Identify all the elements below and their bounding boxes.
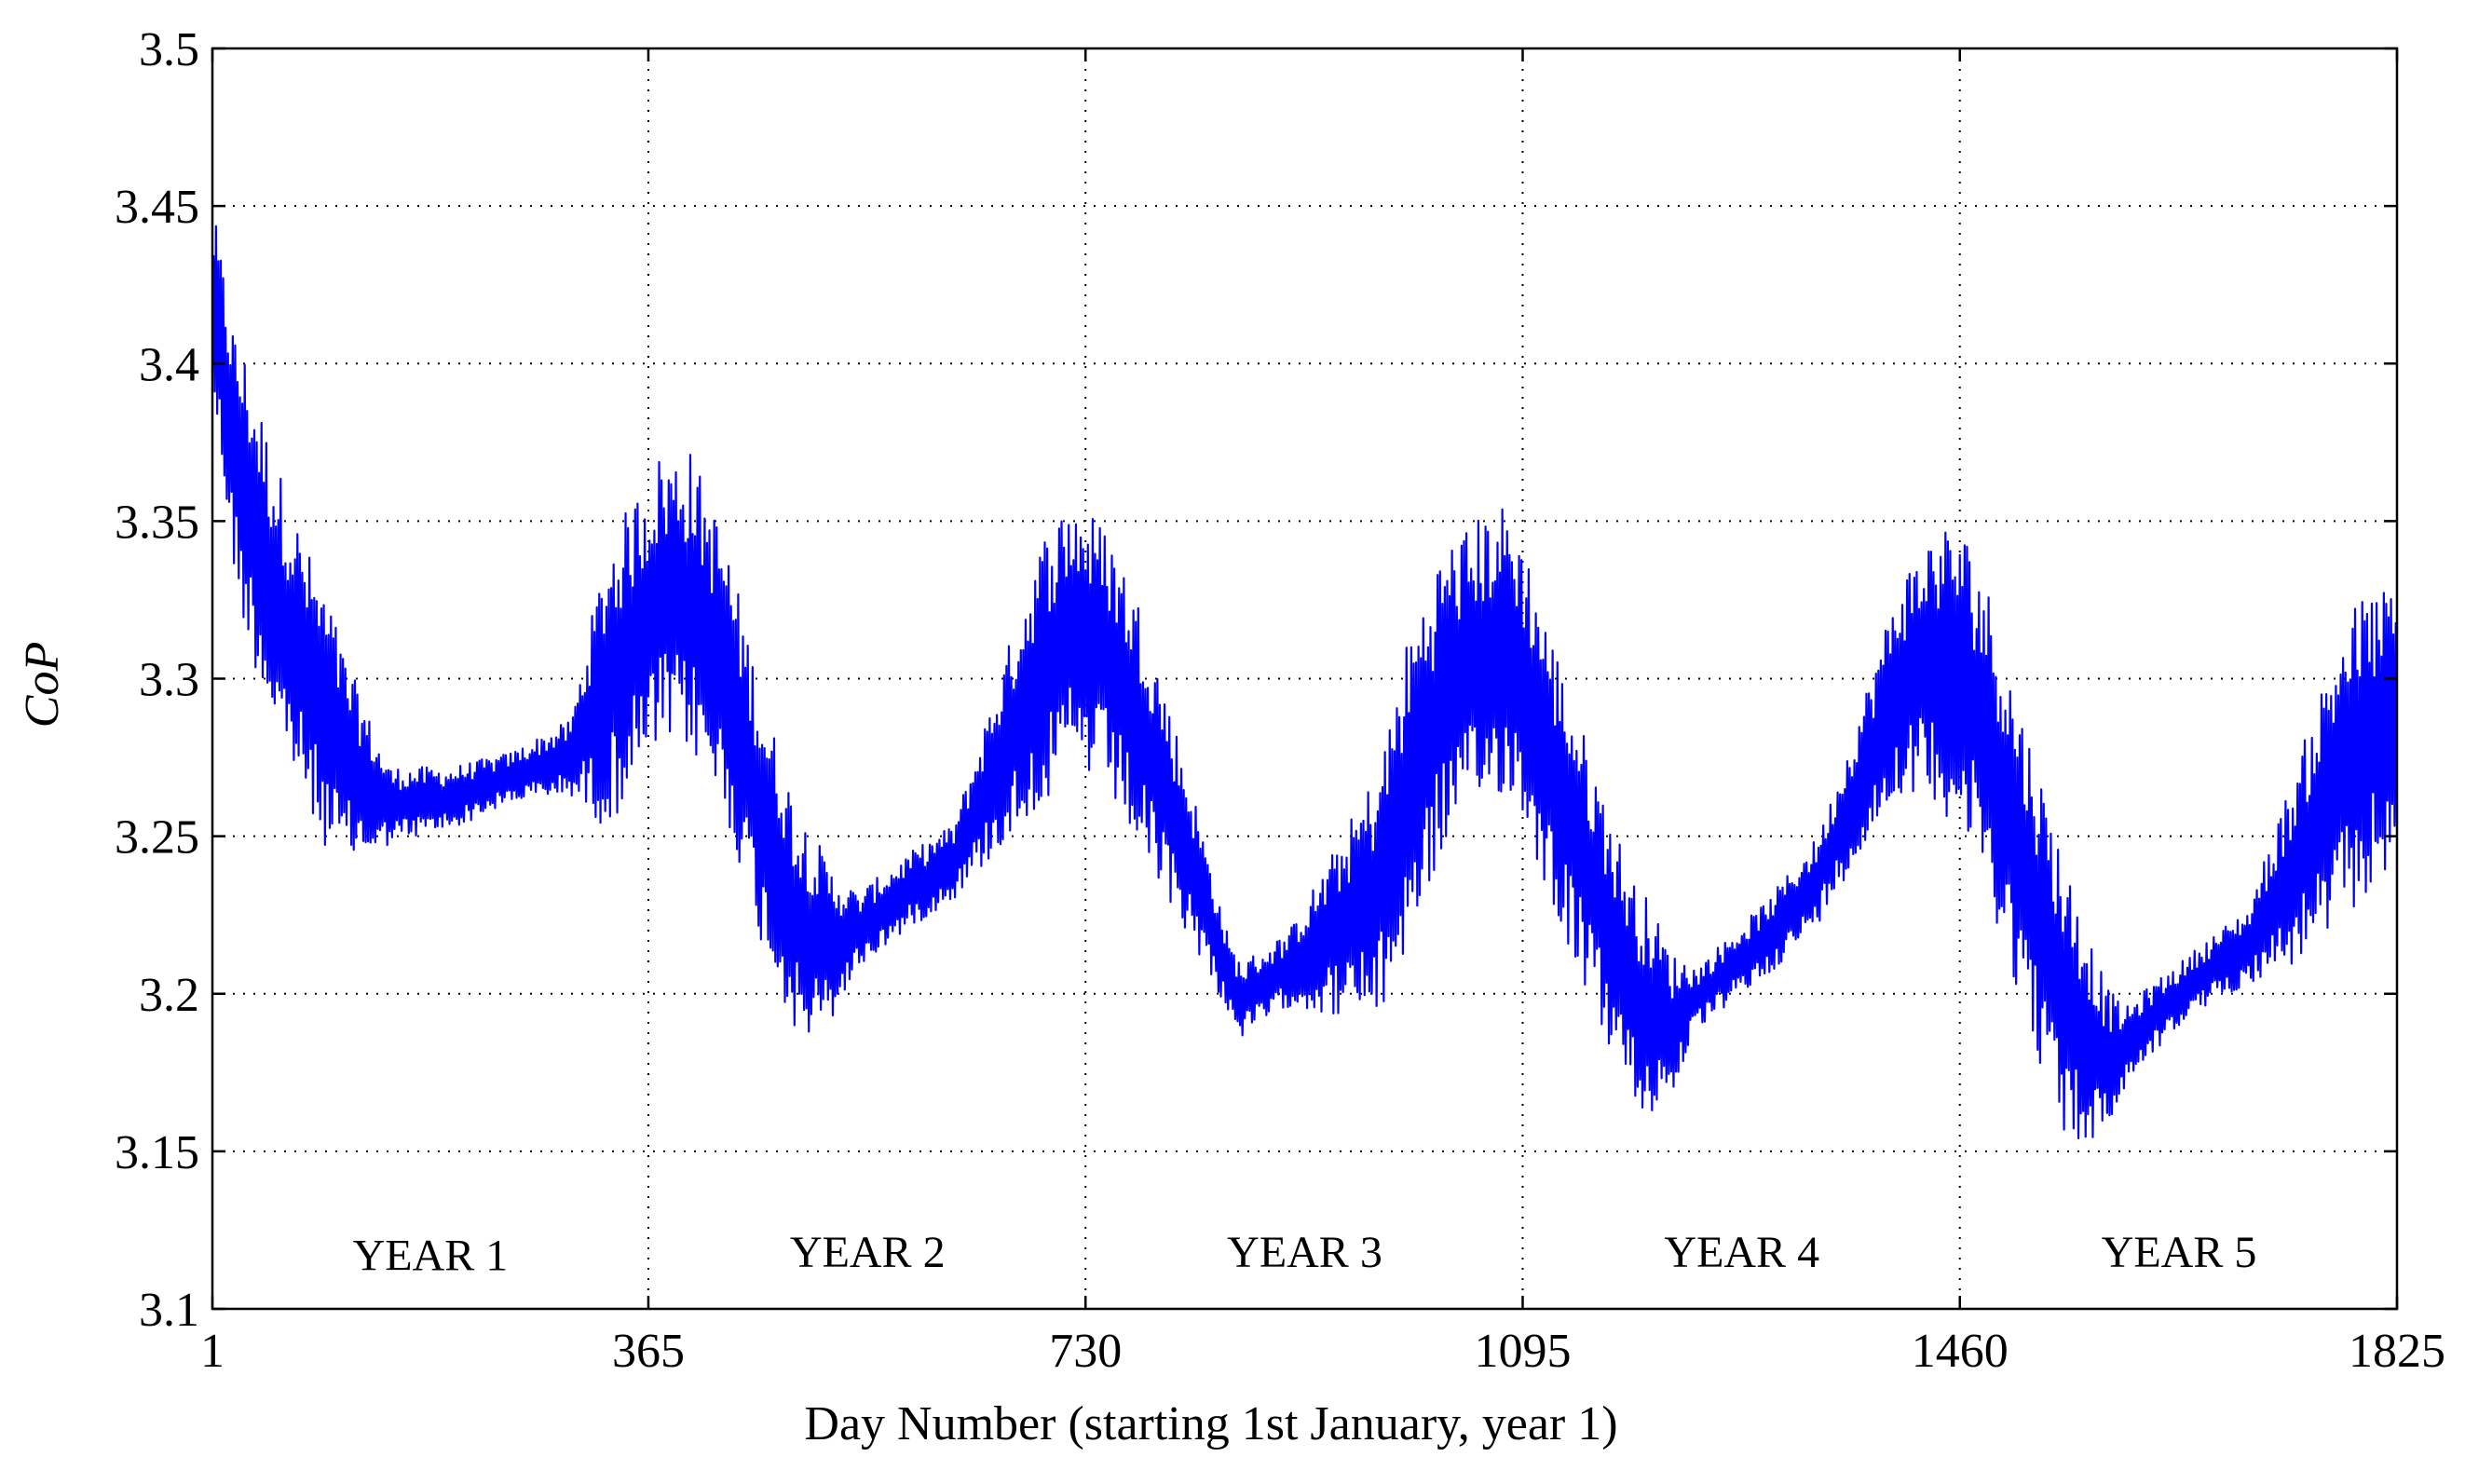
series-layer (211, 225, 2399, 1140)
y-tick-label: 3.5 (139, 23, 199, 76)
y-axis-label: CoP (16, 642, 69, 728)
y-tick-label: 3.4 (139, 338, 199, 391)
year-label: YEAR 5 (2102, 1228, 2257, 1277)
year-label: YEAR 4 (1664, 1228, 1819, 1277)
x-tick-label: 730 (1049, 1325, 1122, 1378)
y-tick-label: 3.25 (115, 811, 199, 865)
x-axis-label: Day Number (starting 1st January, year 1… (804, 1397, 1617, 1450)
axis-ticks (211, 47, 2399, 1311)
x-tick-label: 1095 (1474, 1325, 1571, 1378)
y-tick-label: 3.3 (139, 654, 199, 707)
year-annotations: YEAR 1 YEAR 2 YEAR 3 YEAR 4 YEAR 5 (353, 1228, 2257, 1280)
y-axis-tick-labels: 3.1 3.15 3.2 3.25 3.3 3.35 3.4 3.45 3.5 (115, 23, 199, 1337)
year-label: YEAR 2 (790, 1228, 946, 1277)
x-tick-label: 1825 (2349, 1325, 2445, 1378)
y-tick-label: 3.15 (115, 1126, 199, 1179)
x-tick-label: 1460 (1912, 1325, 2009, 1378)
year-label: YEAR 3 (1227, 1228, 1382, 1277)
y-tick-label: 3.2 (139, 969, 199, 1022)
year-label: YEAR 1 (353, 1231, 509, 1280)
x-tick-label: 365 (612, 1325, 685, 1378)
series-line-cop (211, 225, 2399, 1140)
x-axis-tick-labels: 1 365 730 1095 1460 1825 (200, 1325, 2445, 1378)
y-tick-label: 3.45 (115, 181, 199, 234)
x-tick-label: 1 (200, 1325, 225, 1378)
y-tick-label: 3.35 (115, 496, 199, 549)
y-tick-label: 3.1 (139, 1284, 199, 1337)
